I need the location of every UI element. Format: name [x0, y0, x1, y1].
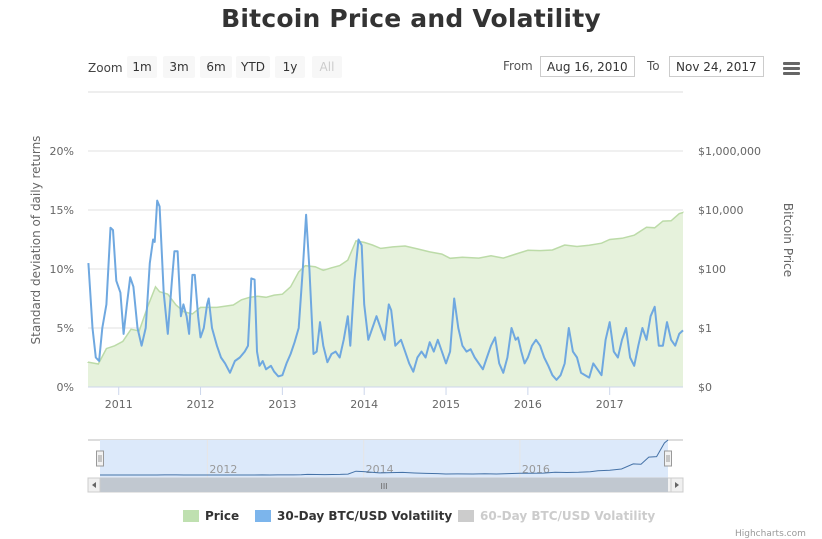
range-button-1y[interactable]: 1y	[275, 56, 305, 78]
navigator-series-line	[100, 439, 669, 476]
volatility-series	[87, 199, 684, 381]
zoom-label: Zoom	[88, 61, 123, 75]
legend-volatility30-symbol[interactable]	[255, 510, 271, 522]
range-button-1m[interactable]: 1m	[127, 56, 157, 78]
from-label: From	[503, 59, 533, 73]
legend-item-price[interactable]: Price	[205, 509, 240, 523]
left-axis-title: Standard deviation of daily returns	[29, 136, 43, 345]
credits-link[interactable]: Highcharts.com	[735, 529, 806, 539]
range-button-6m[interactable]: 6m	[200, 56, 232, 78]
left-tick-label: 20%	[50, 145, 74, 158]
range-button-3m[interactable]: 3m	[163, 56, 195, 78]
arrow-right-icon	[675, 482, 679, 488]
right-tick-label: $1	[698, 322, 712, 335]
right-tick-label: $100	[698, 263, 726, 276]
to-label: To	[647, 59, 660, 73]
navigator-handle-left[interactable]	[96, 450, 104, 467]
scrollbar-grip: III	[380, 482, 387, 491]
arrow-left-icon	[92, 482, 96, 488]
legend-item-volatility-60[interactable]: 60-Day BTC/USD Volatility	[480, 509, 656, 523]
navigator: 2012 2014 2016 III	[87, 439, 684, 493]
legend-price-symbol[interactable]	[183, 510, 199, 522]
x-tick-label: 2017	[596, 398, 624, 411]
hamburger-menu-icon[interactable]	[783, 62, 800, 76]
right-axis-title: Bitcoin Price	[781, 203, 795, 277]
legend-volatility60-symbol[interactable]	[458, 510, 474, 522]
chart-title: Bitcoin Price and Volatility	[221, 4, 601, 33]
navigator-handle-right[interactable]	[664, 450, 672, 467]
right-tick-label: $0	[698, 381, 712, 394]
navigator-tick-label: 2016	[522, 463, 550, 476]
navigator-tick-label: 2014	[366, 463, 394, 476]
left-tick-label: 10%	[50, 263, 74, 276]
price-series	[87, 211, 684, 387]
axes: 0% 5% 10% 15% 20% $0 $1 $100 $10,000 $1,000,000 20…	[50, 145, 761, 411]
navigator-tick-label: 2012	[209, 463, 237, 476]
x-tick-label: 2013	[268, 398, 296, 411]
left-tick-label: 0%	[57, 381, 74, 394]
x-tick-label: 2016	[514, 398, 542, 411]
x-tick-label: 2014	[350, 398, 378, 411]
right-tick-label: $10,000	[698, 204, 744, 217]
volatility-30-line	[87, 199, 684, 381]
from-date-input[interactable]: Aug 16, 2010	[540, 56, 635, 77]
left-tick-label: 5%	[57, 322, 74, 335]
navigator-mask	[100, 440, 668, 478]
scrollbar-thumb[interactable]	[100, 478, 668, 492]
to-date-input[interactable]: Nov 24, 2017	[669, 56, 764, 77]
left-tick-label: 15%	[50, 204, 74, 217]
x-tick-label: 2012	[187, 398, 215, 411]
x-tick-label: 2015	[432, 398, 460, 411]
x-tick-label: 2011	[105, 398, 133, 411]
right-tick-label: $1,000,000	[698, 145, 761, 158]
legend-item-volatility-30[interactable]: 30-Day BTC/USD Volatility	[277, 509, 453, 523]
range-button-ytd[interactable]: YTD	[236, 56, 270, 78]
price-area	[88, 212, 683, 387]
range-button-all[interactable]: All	[312, 56, 342, 78]
